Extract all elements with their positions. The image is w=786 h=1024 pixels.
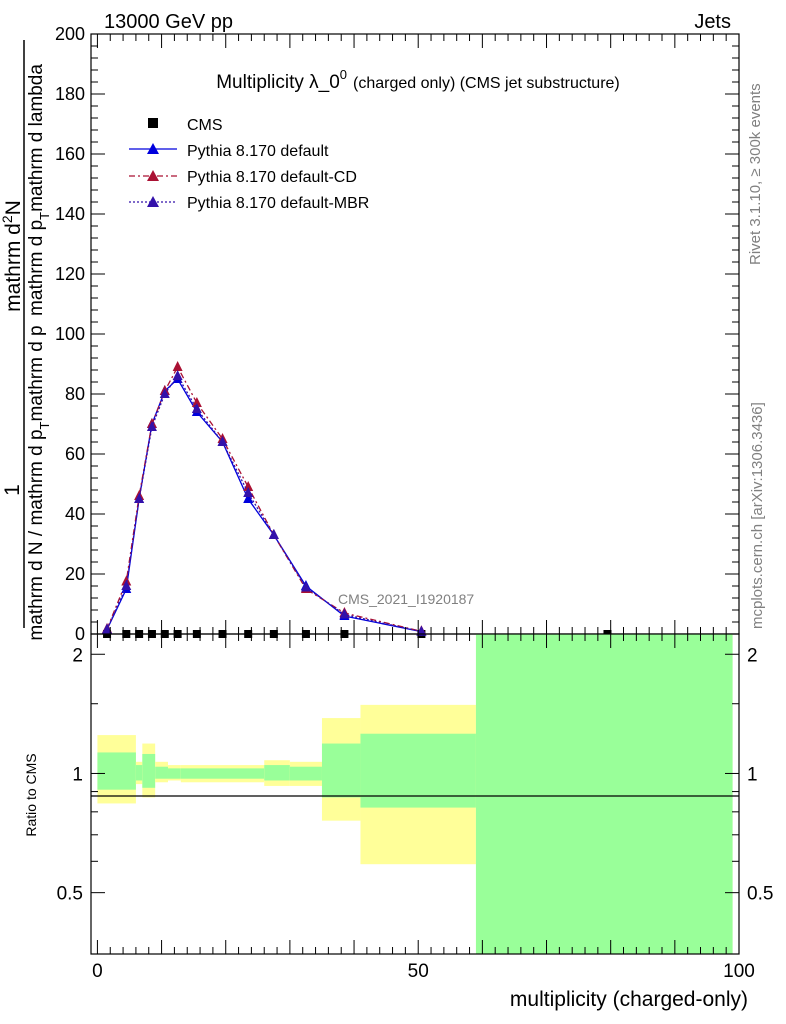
main-y-tick-label: 60 — [65, 444, 85, 464]
ratio-band-stat — [264, 765, 290, 781]
series-marker — [416, 625, 427, 636]
y-label-numerator-1: 1 — [1, 484, 24, 496]
y-axis-title: 1 mathrm d2N mathrm d N / mathrm d pTmat… — [0, 40, 52, 641]
legend-marker-cms — [148, 118, 158, 128]
series-marker — [243, 481, 254, 491]
header-left: 13000 GeV pp — [104, 11, 233, 33]
ratio-y-tick-label-right: 2 — [747, 645, 758, 666]
series-marker — [217, 436, 228, 446]
series-marker — [339, 608, 350, 619]
series-marker — [159, 388, 170, 398]
y-label-denominator-2: mathrm d pTmathrm d lambda — [26, 64, 52, 316]
ratio-band-stat — [135, 765, 143, 781]
main-series — [102, 361, 612, 638]
ratio-band-stat — [142, 753, 156, 788]
main-y-tick-label: 100 — [55, 324, 85, 344]
main-y-tick-label: 20 — [65, 564, 85, 584]
header-right: Jets — [694, 11, 731, 33]
ratio-band-stat — [475, 634, 733, 954]
ratio-panel-frame — [90, 633, 740, 955]
ratio-y-tick-label-right: 1 — [747, 764, 758, 785]
legend-marker-default-mbr — [147, 196, 159, 207]
legend-label-default-mbr: Pythia 8.170 default-MBR — [187, 195, 369, 212]
x-tick-label: 50 — [408, 961, 429, 982]
main-y-tick-label: 120 — [55, 264, 85, 284]
ratio-y-tick-label: 2 — [72, 645, 83, 666]
main-y-tick-label: 80 — [65, 384, 85, 404]
ratio-y-label: Ratio to CMS — [23, 753, 39, 836]
series-marker — [300, 581, 311, 592]
series-marker — [146, 421, 157, 431]
series-marker — [172, 370, 183, 380]
legend-label-cms: CMS — [187, 117, 223, 134]
x-axis-label: multiplicity (charged-only) — [510, 988, 748, 1011]
legend-label-default-cd: Pythia 8.170 default-CD — [187, 169, 357, 186]
main-title: Multiplicity λ_00(charged only) (CMS jet… — [216, 67, 620, 93]
x-tick-label: 0 — [92, 961, 103, 982]
watermark: CMS_2021_I1920187 — [338, 591, 474, 607]
main-y-tick-label: 200 — [55, 24, 85, 44]
legend-label-default: Pythia 8.170 default — [187, 143, 329, 160]
series-marker — [243, 487, 254, 497]
series-marker — [134, 493, 145, 503]
ratio-y-tick-label: 1 — [72, 764, 83, 785]
y-label-numerator-2: mathrm d2N — [0, 200, 25, 312]
ratio-y-tick-label-right: 0.5 — [747, 884, 773, 905]
side-label-top: Rivet 3.1.10, ≥ 300k events — [747, 83, 764, 265]
series-marker — [243, 493, 254, 503]
ratio-bands — [97, 634, 733, 954]
ratio-band-stat — [97, 752, 136, 790]
main-y-tick-label: 160 — [55, 144, 85, 164]
x-tick-label: 100 — [723, 961, 755, 982]
ratio-band-stat — [289, 766, 322, 781]
side-label-bottom: mcplots.cern.ch [arXiv:1306.3436] — [749, 402, 766, 629]
main-y-tick-label: 0 — [75, 624, 85, 644]
x-ticks: 0 50 100 — [92, 34, 755, 982]
main-y-tick-label: 140 — [55, 204, 85, 224]
series-marker — [172, 361, 183, 371]
ratio-y-ticks: 0.5 0.5 1 1 2 2 — [57, 645, 774, 904]
series-marker — [191, 397, 202, 407]
ratio-band-stat — [167, 768, 181, 779]
ratio-band-stat — [155, 766, 168, 779]
ratio-band-stat — [180, 768, 265, 779]
series-marker — [191, 403, 202, 413]
y-label-denominator-1: mathrm d N / mathrm d pTmathrm d p — [26, 325, 52, 640]
ratio-band-stat — [321, 743, 361, 798]
ratio-band-stat — [360, 733, 476, 808]
legend-marker-default-cd — [147, 170, 159, 181]
legend-marker-default — [147, 143, 159, 154]
main-y-tick-label: 40 — [65, 504, 85, 524]
main-y-tick-label: 180 — [55, 84, 85, 104]
legend: CMS Pythia 8.170 default Pythia 8.170 de… — [129, 117, 369, 212]
series-marker — [121, 580, 132, 590]
series-marker — [102, 623, 113, 634]
series-marker — [268, 529, 279, 539]
ratio-y-tick-label: 0.5 — [57, 884, 83, 905]
main-y-ticks: 0 20 40 60 80 100 120 140 160 180 200 — [55, 24, 739, 644]
